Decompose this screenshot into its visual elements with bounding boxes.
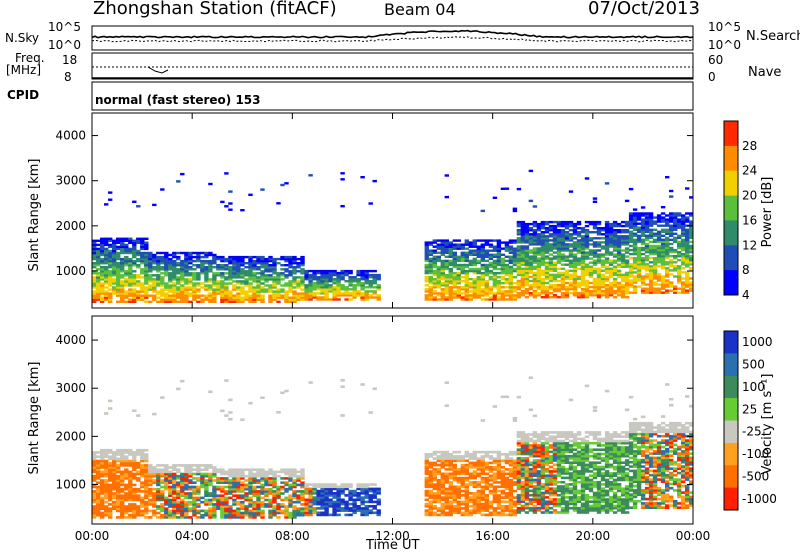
sky-left-tick-top: 10^5: [48, 20, 81, 34]
cpid-panel-frame: [91, 81, 694, 111]
sky-panel-frame: [91, 25, 694, 51]
colorbar-segment: [724, 420, 738, 444]
beam-title: Beam 04: [384, 0, 456, 19]
colorbar-segment: [724, 121, 738, 147]
colorbar-tick-label: -25: [742, 425, 762, 439]
colorbar-segment: [724, 398, 738, 421]
time-axis-label: Time UT: [366, 538, 420, 553]
power-colorbar-label: Power [dB]: [760, 177, 775, 248]
y-tick-label: 2000: [55, 219, 86, 233]
sky-right-tick-bottom: 10^0: [708, 38, 741, 52]
colorbar-segment: [724, 220, 738, 246]
colorbar-tick-label: -500: [742, 469, 769, 483]
x-tick-label: 00:00: [75, 529, 110, 543]
y-tick-label: 1000: [55, 264, 86, 278]
colorbar-tick-label: -100: [742, 447, 769, 461]
station-title: Zhongshan Station (fitACF): [93, 0, 337, 19]
axis-ticks: 4000 3000 2000 1000 4000 3000 2000 1000 00:00 04:…: [55, 113, 710, 543]
sky-label: N.Sky: [5, 31, 40, 45]
y-tick-label: 1000: [55, 478, 86, 492]
x-tick-label: 20:00: [576, 529, 611, 543]
colorbar-segment: [724, 487, 738, 511]
x-tick-label: 00:00: [676, 529, 711, 543]
colorbar-segment: [724, 270, 738, 296]
colorbar-tick-label: 1000: [742, 335, 773, 349]
velocity-panel: [92, 376, 694, 519]
date-title: 07/Oct/2013: [588, 0, 700, 19]
cpid-label: CPID: [7, 88, 40, 102]
y-tick-label: 3000: [55, 381, 86, 395]
y-tick-label: 4000: [55, 333, 86, 347]
colorbar-tick-label: 12: [742, 238, 757, 252]
freq-panel-frame: [91, 52, 694, 80]
colorbar-segment: [724, 331, 738, 354]
x-tick-label: 04:00: [175, 529, 210, 543]
colorbar-segment: [724, 442, 738, 466]
colorbar-tick-label: 20: [742, 189, 757, 203]
power-ylabel: Slant Range [km]: [27, 159, 42, 272]
freq-right-tick-top: 60: [708, 53, 724, 67]
x-tick-label: 08:00: [275, 529, 310, 543]
freq-unit-label: [MHz]: [6, 63, 42, 77]
colorbar-tick-label: 24: [742, 164, 757, 178]
colorbar-tick-label: -1000: [742, 492, 777, 506]
colorbar-tick-label: 25: [742, 402, 757, 416]
nave-label: Nave: [748, 65, 782, 80]
colorbar-tick-label: 500: [742, 358, 765, 372]
y-tick-label: 2000: [55, 429, 86, 443]
colorbar-tick-label: 8: [742, 263, 750, 277]
colorbar-segment: [724, 195, 738, 221]
freq-label: Freq.: [15, 51, 45, 65]
power-colorbar: 28 24 20 16 12 8 4: [723, 120, 757, 302]
colorbar-segment: [724, 465, 738, 489]
freq-left-tick-top: 18: [62, 53, 78, 67]
x-tick-label: 12:00: [375, 529, 410, 543]
colorbar-tick-label: 16: [742, 213, 757, 227]
colorbar-tick-label: 4: [742, 288, 750, 302]
colorbar-tick-label: 28: [742, 139, 757, 153]
y-tick-label: 3000: [55, 174, 86, 188]
velocity-colorbar-label: Velocity [m s⁻¹]: [760, 374, 775, 475]
colorbar-segment: [724, 353, 738, 377]
freq-right-tick-bottom: 0: [708, 70, 716, 84]
colorbar-segment: [724, 245, 738, 271]
colorbar-segment: [724, 170, 738, 197]
colorbar-segment: [724, 375, 738, 399]
cpid-mode: normal (fast stereo) 153: [95, 93, 261, 107]
nsearch-label: N.Search: [746, 29, 800, 44]
top-traces: [91, 29, 694, 79]
sky-right-tick-top: 10^5: [708, 20, 741, 34]
x-tick-label: 16:00: [475, 529, 510, 543]
colorbar-tick-label: 100: [742, 380, 765, 394]
sky-left-tick-bottom: 10^0: [48, 38, 81, 52]
velocity-ylabel: Slant Range [km]: [27, 362, 42, 475]
power-panel: [92, 169, 694, 303]
colorbar-segment: [724, 145, 738, 172]
velocity-colorbar: 1000 500 100 25 -25 -100 -500 -1000: [723, 330, 777, 511]
y-tick-label: 4000: [55, 129, 86, 143]
freq-left-tick-bottom: 8: [64, 70, 72, 84]
